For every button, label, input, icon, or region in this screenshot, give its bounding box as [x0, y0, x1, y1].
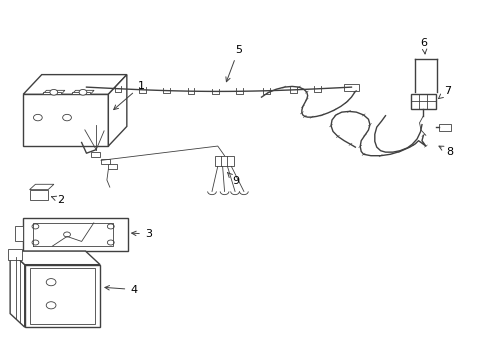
FancyBboxPatch shape: [108, 164, 117, 169]
FancyBboxPatch shape: [215, 156, 233, 166]
Polygon shape: [30, 184, 54, 190]
Circle shape: [62, 114, 71, 121]
Polygon shape: [108, 75, 126, 146]
Polygon shape: [23, 217, 127, 251]
Circle shape: [32, 224, 39, 229]
Circle shape: [46, 302, 56, 309]
Circle shape: [46, 279, 56, 286]
Polygon shape: [15, 226, 23, 241]
Text: 8: 8: [438, 146, 452, 157]
Polygon shape: [23, 75, 126, 94]
Circle shape: [33, 114, 42, 121]
Polygon shape: [30, 190, 48, 200]
Polygon shape: [25, 265, 100, 327]
Circle shape: [32, 240, 39, 245]
Polygon shape: [30, 268, 95, 324]
Polygon shape: [72, 92, 90, 94]
Polygon shape: [72, 90, 94, 94]
Polygon shape: [23, 94, 108, 146]
Text: 6: 6: [420, 38, 427, 54]
Text: 1: 1: [114, 81, 144, 109]
Circle shape: [107, 224, 114, 229]
Polygon shape: [10, 251, 100, 265]
Polygon shape: [42, 92, 61, 94]
Text: 9: 9: [227, 172, 239, 186]
FancyBboxPatch shape: [91, 152, 100, 157]
Polygon shape: [8, 249, 22, 260]
FancyBboxPatch shape: [410, 94, 435, 109]
Text: 2: 2: [51, 195, 64, 205]
Text: 7: 7: [438, 86, 450, 99]
Circle shape: [107, 240, 114, 245]
Polygon shape: [42, 90, 65, 94]
Polygon shape: [10, 251, 25, 327]
FancyBboxPatch shape: [438, 124, 450, 131]
Text: 5: 5: [225, 45, 241, 82]
FancyBboxPatch shape: [344, 84, 358, 91]
Circle shape: [79, 89, 87, 95]
FancyBboxPatch shape: [101, 159, 110, 164]
Text: 4: 4: [105, 284, 137, 294]
Circle shape: [50, 89, 58, 95]
Circle shape: [63, 232, 70, 237]
Text: 3: 3: [131, 229, 151, 239]
